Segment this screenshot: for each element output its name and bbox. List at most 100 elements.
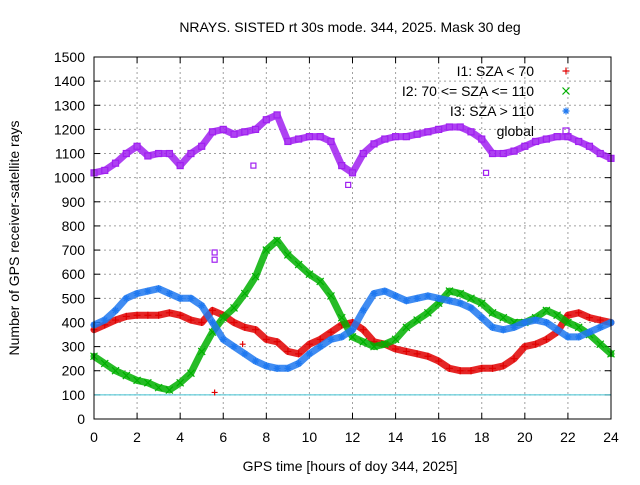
legend-label: I2: 70 <= SZA <= 110 — [402, 83, 534, 99]
data-point — [208, 128, 217, 136]
data-point — [133, 311, 141, 319]
data-point — [585, 328, 593, 336]
data-point — [111, 366, 120, 375]
data-point — [176, 311, 184, 319]
data-point — [252, 326, 260, 334]
data-point — [478, 314, 486, 322]
data-point — [542, 318, 550, 326]
data-point — [553, 133, 561, 141]
data-point — [327, 335, 335, 343]
data-point — [424, 292, 432, 300]
data-point — [391, 133, 400, 141]
x-tick-label: 18 — [474, 429, 490, 445]
data-point — [122, 371, 131, 380]
data-point — [596, 340, 605, 349]
data-point — [230, 343, 238, 351]
data-point — [176, 378, 185, 387]
data-point — [521, 142, 529, 150]
data-point — [521, 318, 529, 326]
data-point — [585, 142, 594, 150]
data-point — [165, 290, 173, 298]
data-point — [370, 290, 378, 298]
data-point — [295, 359, 303, 367]
data-point — [499, 149, 507, 158]
legend-marker — [562, 127, 570, 135]
data-point — [305, 133, 314, 141]
data-point — [553, 326, 561, 334]
legend-label: I1: SZA < 70 — [457, 63, 535, 79]
y-tick-label: 400 — [62, 314, 86, 330]
data-point — [165, 309, 173, 317]
data-point — [176, 294, 184, 302]
outlier-point — [482, 169, 490, 176]
data-point — [241, 128, 249, 136]
y-tick-label: 1000 — [54, 170, 85, 186]
data-point — [413, 294, 421, 302]
y-tick-label: 200 — [62, 363, 86, 379]
data-point — [467, 367, 475, 375]
data-point — [489, 323, 497, 331]
data-point — [521, 343, 529, 351]
data-point — [262, 335, 270, 343]
y-tick-label: 1200 — [54, 121, 85, 137]
y-tick-label: 1500 — [54, 49, 85, 65]
x-tick-label: 24 — [603, 429, 619, 445]
data-point — [165, 149, 173, 158]
y-tick-label: 300 — [62, 339, 86, 355]
data-point — [477, 299, 486, 308]
data-point — [111, 159, 120, 167]
data-point — [327, 137, 335, 146]
data-point — [112, 316, 120, 324]
data-point — [273, 364, 281, 372]
data-point — [262, 246, 271, 254]
legend-label: I3: SZA > 110 — [450, 103, 534, 119]
data-point — [198, 318, 206, 326]
y-tick-label: 1400 — [54, 73, 85, 89]
data-point — [380, 340, 389, 349]
data-point — [510, 355, 518, 363]
data-point — [133, 376, 142, 385]
series-2 — [90, 285, 615, 372]
data-point — [122, 312, 130, 320]
data-point — [122, 149, 130, 158]
data-point — [187, 316, 195, 324]
data-point — [563, 318, 572, 327]
data-point — [413, 316, 422, 324]
data-point — [284, 347, 292, 355]
data-point — [165, 386, 174, 394]
data-point — [413, 350, 421, 358]
legend: I1: SZA < 70 I2: 70 <= SZA <= 110 I3: SZA … — [402, 63, 570, 139]
data-point — [467, 128, 475, 136]
data-point — [338, 333, 346, 341]
data-point — [575, 309, 583, 317]
data-point — [230, 304, 238, 312]
data-point — [348, 169, 357, 177]
data-point — [252, 357, 260, 365]
data-point — [101, 166, 109, 175]
data-point — [445, 364, 453, 372]
series-band — [90, 111, 615, 177]
data-point — [478, 135, 486, 143]
data-point — [402, 323, 411, 332]
data-point — [219, 335, 227, 343]
data-point — [596, 316, 604, 324]
plot-border — [93, 56, 612, 420]
chart-title: NRAYS. SISTED rt 30s mode. 344, 2025. Ma… — [179, 19, 520, 35]
outlier-point — [345, 181, 352, 189]
y-tick-label: 0 — [77, 411, 85, 427]
legend-label: global — [497, 123, 534, 139]
data-point — [305, 340, 313, 348]
data-point — [327, 291, 335, 300]
series-3 — [90, 111, 615, 177]
y-tick-label: 700 — [62, 242, 86, 258]
data-point — [564, 311, 572, 319]
data-point — [327, 328, 335, 336]
x-tick-label: 0 — [90, 429, 98, 445]
data-point — [284, 364, 292, 372]
data-point — [499, 326, 507, 334]
data-point — [542, 335, 550, 343]
data-point — [596, 323, 604, 331]
outlier-point — [211, 389, 218, 396]
data-point — [575, 333, 583, 341]
